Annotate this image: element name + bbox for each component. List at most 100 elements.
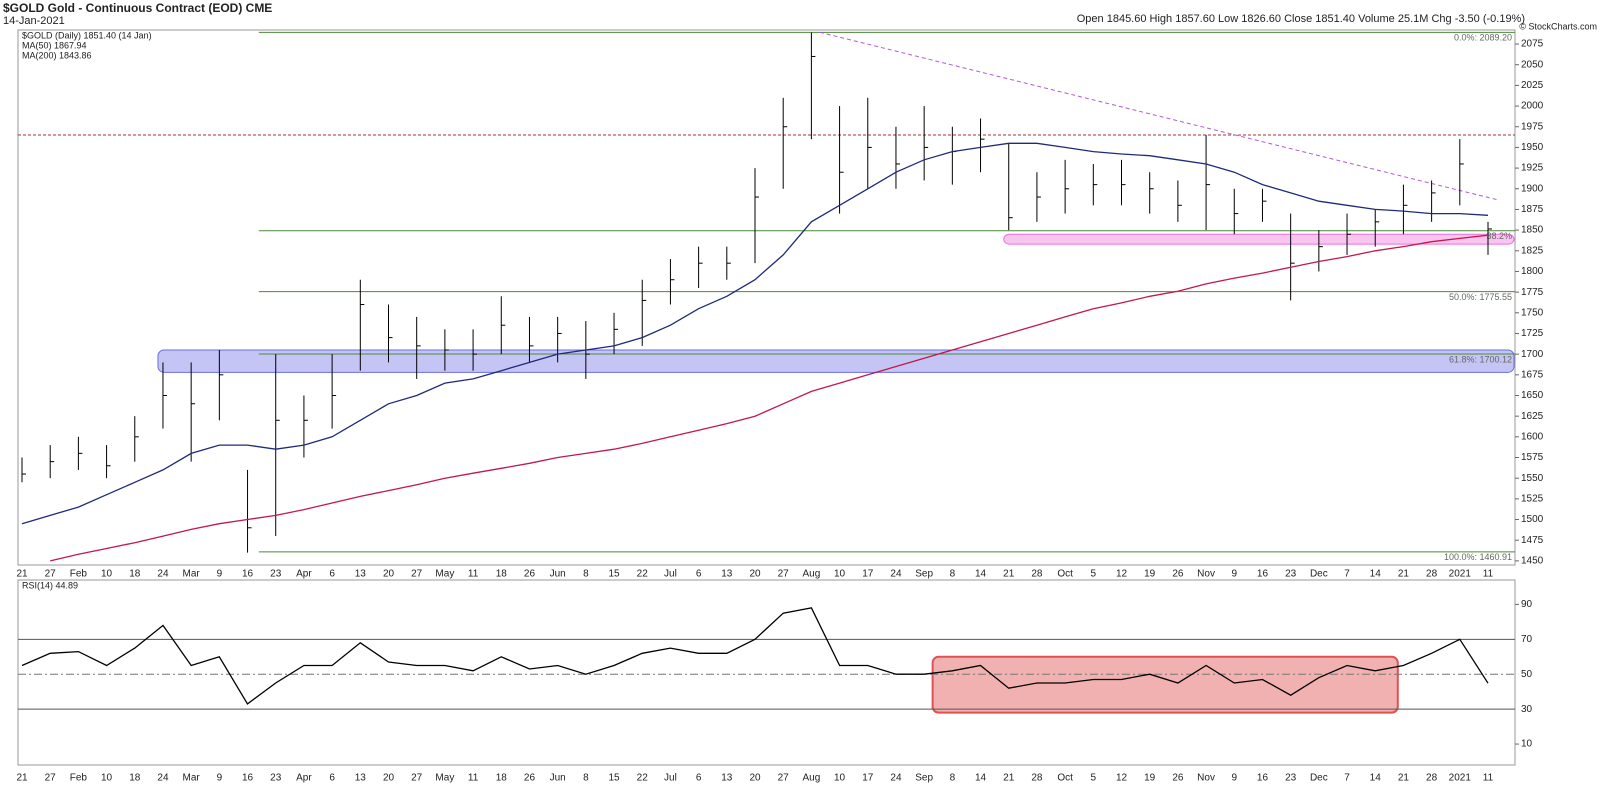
x-tick-label: 8: [950, 569, 956, 580]
x-tick-label: 10: [101, 569, 113, 580]
x-tick-label: Dec: [1310, 569, 1328, 580]
x-tick-label: 19: [1144, 773, 1156, 784]
x-tick-label: 11: [468, 569, 479, 580]
y-tick-label: 1775: [1521, 287, 1544, 298]
x-tick-label: Nov: [1197, 569, 1215, 580]
x-tick-label: 27: [411, 773, 423, 784]
x-tick-label: 7: [1344, 569, 1350, 580]
x-tick-label: 9: [217, 569, 223, 580]
x-tick-label: 27: [778, 773, 790, 784]
y-tick-label: 1800: [1521, 266, 1544, 277]
x-tick-label: 8: [950, 773, 956, 784]
x-tick-label: 17: [862, 773, 874, 784]
x-tick-label: 12: [1116, 773, 1128, 784]
x-tick-label: 7: [1344, 773, 1350, 784]
x-tick-label: 9: [1231, 569, 1237, 580]
y-tick-label: 70: [1521, 634, 1533, 645]
y-tick-label: 1925: [1521, 163, 1544, 174]
x-tick-label: 24: [890, 569, 902, 580]
legend-ma200: MA(200) 1843.86: [22, 50, 92, 60]
y-tick-label: 1700: [1521, 349, 1544, 360]
y-tick-label: 2000: [1521, 101, 1544, 112]
x-tick-label: Oct: [1057, 569, 1073, 580]
y-tick-label: 1850: [1521, 225, 1544, 236]
y-tick-label: 50: [1521, 669, 1533, 680]
support-zone: [157, 349, 1515, 373]
rsi-line: [21, 607, 1489, 705]
legend-price: $GOLD (Daily) 1851.40 (14 Jan): [22, 30, 152, 40]
x-tick-label: 13: [355, 569, 367, 580]
x-tick-label: Jun: [550, 773, 566, 784]
x-tick-label: 24: [890, 773, 902, 784]
y-tick-label: 1675: [1521, 369, 1544, 380]
x-tick-label: 17: [862, 569, 874, 580]
x-tick-label: 24: [157, 773, 169, 784]
x-tick-label: Apr: [296, 773, 312, 784]
ma-line: [21, 142, 1489, 525]
fib-label: 0.0%: 2089.20: [1454, 33, 1512, 43]
y-tick-label: 1475: [1521, 535, 1544, 546]
x-tick-label: 9: [217, 773, 223, 784]
x-tick-label: 23: [1285, 569, 1297, 580]
x-tick-label: Mar: [183, 773, 201, 784]
x-tick-label: 21: [1398, 773, 1410, 784]
y-tick-label: 1900: [1521, 183, 1544, 194]
fib-label: 100.0%: 1460.91: [1444, 552, 1512, 562]
x-tick-label: 13: [721, 773, 733, 784]
quote: Open 1845.60 High 1857.60 Low 1826.60 Cl…: [1077, 13, 1525, 25]
y-tick-label: 2025: [1521, 80, 1544, 91]
y-tick-label: 10: [1521, 739, 1533, 750]
x-tick-label: Sep: [915, 773, 933, 784]
x-tick-label: 2021: [1449, 569, 1472, 580]
x-tick-label: 12: [1116, 569, 1128, 580]
x-tick-label: 23: [1285, 773, 1297, 784]
x-tick-label: Oct: [1057, 773, 1073, 784]
x-tick-label: 11: [1483, 569, 1494, 580]
x-tick-label: 22: [637, 773, 649, 784]
x-tick-label: 15: [608, 773, 620, 784]
x-tick-label: May: [435, 569, 454, 580]
legend-rsi: RSI(14) 44.89: [22, 580, 78, 590]
y-tick-label: 1625: [1521, 411, 1544, 422]
x-tick-label: Mar: [183, 569, 201, 580]
y-tick-label: 1650: [1521, 390, 1544, 401]
x-tick-label: 6: [696, 569, 702, 580]
x-tick-label: 18: [496, 773, 508, 784]
rsi-zone: [931, 655, 1399, 714]
x-tick-label: 21: [1398, 569, 1410, 580]
x-tick-label: 16: [242, 569, 254, 580]
y-tick-label: 1500: [1521, 514, 1544, 525]
x-tick-label: 6: [329, 569, 335, 580]
x-tick-label: 5: [1091, 773, 1097, 784]
x-tick-label: 26: [524, 773, 536, 784]
x-tick-label: 8: [583, 773, 589, 784]
x-tick-label: Sep: [915, 569, 933, 580]
x-tick-label: 22: [637, 569, 649, 580]
x-tick-label: 15: [608, 569, 620, 580]
x-tick-label: 28: [1031, 773, 1043, 784]
x-tick-label: 21: [1003, 569, 1015, 580]
y-tick-label: 1450: [1521, 556, 1544, 567]
x-tick-label: 10: [101, 773, 113, 784]
y-tick-label: 1525: [1521, 493, 1544, 504]
y-tick-label: 2075: [1521, 39, 1544, 50]
x-tick-label: Nov: [1197, 773, 1215, 784]
x-tick-label: Dec: [1310, 773, 1328, 784]
x-tick-label: 27: [45, 773, 57, 784]
x-tick-label: 19: [1144, 569, 1156, 580]
x-tick-label: 26: [1172, 773, 1184, 784]
x-tick-label: 21: [16, 773, 28, 784]
ma-line: [50, 234, 1489, 562]
fib-label: 38.2%: [1486, 231, 1512, 241]
x-tick-label: 21: [16, 569, 28, 580]
rsi-panel: [17, 579, 1516, 766]
x-tick-label: 23: [270, 773, 282, 784]
x-tick-label: 23: [270, 569, 282, 580]
x-tick-label: 27: [411, 569, 423, 580]
x-tick-label: 10: [834, 569, 846, 580]
y-tick-label: 1950: [1521, 142, 1544, 153]
x-tick-label: 6: [329, 773, 335, 784]
fib-label: 61.8%: 1700.12: [1449, 354, 1512, 364]
x-tick-label: 20: [749, 569, 761, 580]
